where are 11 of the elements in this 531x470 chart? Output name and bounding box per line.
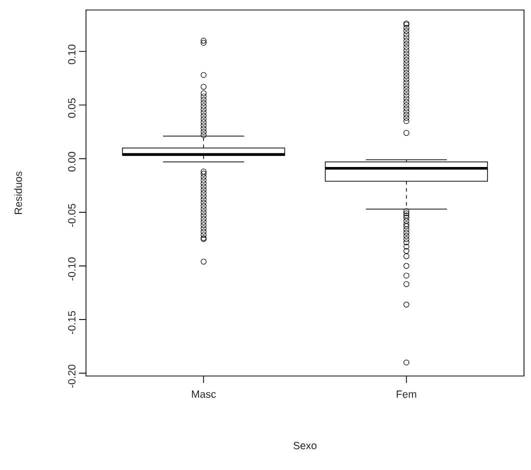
y-axis-title: Residuos	[14, 172, 22, 214]
x-tick-label: Fem	[396, 390, 416, 398]
y-tick-label: -0.05	[68, 204, 76, 227]
y-tick-label: 0.00	[68, 152, 76, 172]
y-tick-label: -0.20	[68, 364, 76, 388]
y-tick-label: -0.15	[68, 311, 76, 334]
y-tick-label: 0.10	[68, 44, 76, 64]
y-tick-label: 0.05	[68, 98, 76, 118]
x-axis-title: Sexo	[294, 442, 316, 450]
x-tick-label: Masc	[192, 390, 216, 398]
y-tick-label: -0.10	[68, 257, 76, 280]
